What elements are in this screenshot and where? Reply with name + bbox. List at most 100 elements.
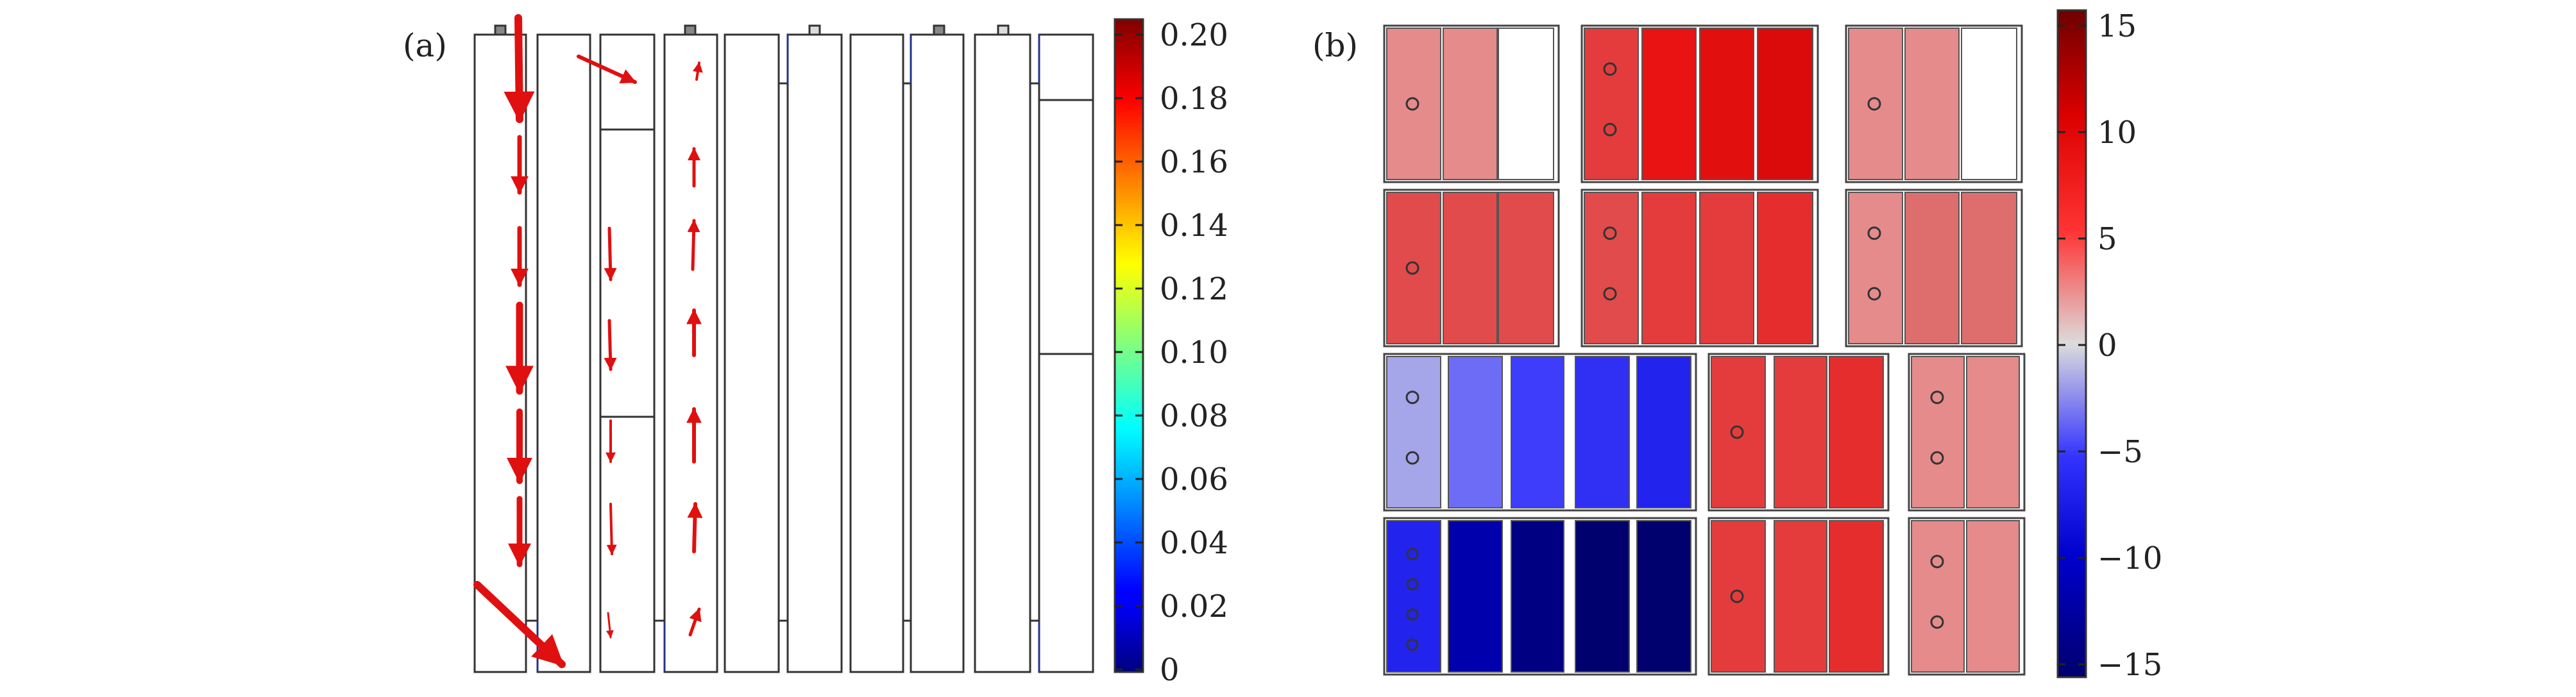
step — [525, 619, 538, 672]
step — [653, 619, 665, 672]
colorbar-b-tick-label: −10 — [2097, 541, 2162, 576]
heatmap-cell — [1774, 356, 1827, 508]
step — [902, 619, 911, 672]
cap — [808, 24, 821, 36]
heatmap-cell — [1498, 192, 1554, 344]
colorbar-a-ticks: 0 0.02 0.04 0.06 0.08 0.10 0.12 0.14 0.16 0.18 0.2… — [1115, 17, 1228, 688]
panel-a-label: (a) — [403, 27, 447, 64]
heatmap-cell — [1961, 192, 2017, 344]
panel-a-diagram — [473, 24, 1094, 673]
heatmap-cell — [1699, 28, 1754, 180]
arrow — [504, 14, 535, 123]
colorbar-b-tick-label: −5 — [2097, 434, 2143, 470]
arrow — [606, 503, 617, 555]
colorbar-a — [1114, 18, 1144, 673]
heatmap-cell — [1498, 28, 1554, 180]
colorbar-a-tick-label: 0.20 — [1160, 17, 1228, 53]
pore-circle — [1930, 615, 1944, 629]
step — [777, 35, 788, 85]
pore-circle — [1867, 97, 1881, 111]
cap — [997, 24, 1010, 36]
colorbar-b-tick-label: 15 — [2097, 8, 2137, 44]
heatmap-cell — [1848, 28, 1903, 180]
pore-circle — [1405, 97, 1419, 111]
heatmap-cell — [1636, 356, 1691, 508]
heatmap-cell — [1386, 520, 1441, 673]
pore-circle — [1930, 451, 1944, 465]
pore-circle — [1603, 122, 1617, 137]
heatmap-cell — [1641, 28, 1697, 180]
slab-1b — [536, 33, 591, 673]
pore-circle — [1730, 589, 1744, 603]
slab-2b — [663, 33, 718, 673]
heatmap-cell — [1829, 356, 1884, 508]
velocity-arrows — [473, 14, 703, 668]
pore-circle — [1603, 62, 1617, 76]
heatmap-cell — [1966, 520, 2020, 673]
colorbar-a-tick-label: 0.16 — [1160, 144, 1228, 180]
pore-circle — [1406, 639, 1419, 651]
heatmap-cell — [1641, 192, 1697, 344]
slab-3a — [724, 33, 780, 673]
heatmap-cell — [1699, 192, 1754, 344]
heatmap-cell — [1774, 520, 1827, 673]
heatmap-cell — [1443, 28, 1498, 180]
heatmap-cell — [1829, 520, 1884, 673]
step — [777, 619, 788, 672]
arrow — [577, 55, 637, 84]
colorbar-b-ticks: −15 −10 −5 0 5 10 15 — [2058, 8, 2162, 683]
slab-5a — [974, 33, 1031, 673]
colorbar-a-tick-label: 0.02 — [1160, 589, 1228, 625]
heatmap-cell — [1584, 192, 1639, 344]
pore-circle — [1406, 608, 1419, 621]
arrow — [687, 502, 703, 553]
heatmap-cell — [1757, 192, 1813, 344]
colorbar-a-tick-label: 0 — [1160, 652, 1180, 688]
colorbar-a-tick-label: 0.08 — [1160, 398, 1228, 434]
cap — [684, 24, 697, 36]
colorbar-b-tick-label: 5 — [2097, 221, 2117, 257]
pore-circle — [1406, 578, 1419, 591]
heatmap-cell — [1386, 192, 1441, 344]
heatmap-cell — [1911, 520, 1965, 673]
arrow — [606, 612, 614, 639]
colorbar-b-tick-label: −15 — [2097, 647, 2162, 683]
arrow — [692, 62, 703, 81]
heatmap-cell — [1966, 356, 2020, 508]
colorbar-a-tick-label: 0.12 — [1160, 271, 1228, 307]
heatmap-cell — [1386, 356, 1441, 508]
step — [1029, 35, 1039, 85]
pore-circle — [1930, 555, 1944, 569]
heatmap-cell — [1511, 356, 1564, 508]
pore-circle — [1730, 425, 1744, 439]
pore-circle — [1405, 390, 1419, 405]
arrow — [604, 226, 617, 281]
heatmap-cell — [1904, 28, 1960, 180]
heatmap-cell — [1575, 520, 1630, 673]
heatmap-cell — [1711, 520, 1766, 673]
heatmap-cell — [1511, 520, 1564, 673]
pore-circle — [1867, 226, 1881, 240]
colorbar-b-tick-label: 0 — [2097, 328, 2117, 364]
slab-3b — [786, 33, 843, 673]
colorbar-b-tick-label: 10 — [2097, 115, 2137, 151]
heatmap-cell — [1961, 28, 2017, 180]
pore-circle — [1930, 390, 1944, 405]
cap — [494, 24, 507, 36]
cap — [933, 24, 945, 36]
heatmap-cell — [1443, 192, 1498, 344]
pore-circle — [1603, 287, 1617, 301]
colorbar-a-tick-label: 0.14 — [1160, 208, 1228, 244]
panel-b-heatmap — [1383, 24, 2026, 676]
heatmap-cell — [1848, 192, 1903, 344]
step — [902, 35, 911, 85]
slab-4b — [910, 33, 965, 673]
arrow — [687, 219, 700, 271]
heatmap-cell — [1757, 28, 1813, 180]
arrow — [473, 581, 566, 668]
step — [1029, 619, 1039, 672]
arrow — [604, 319, 617, 371]
heatmap-cell — [1575, 356, 1630, 508]
heatmap-cell — [1904, 192, 1960, 344]
